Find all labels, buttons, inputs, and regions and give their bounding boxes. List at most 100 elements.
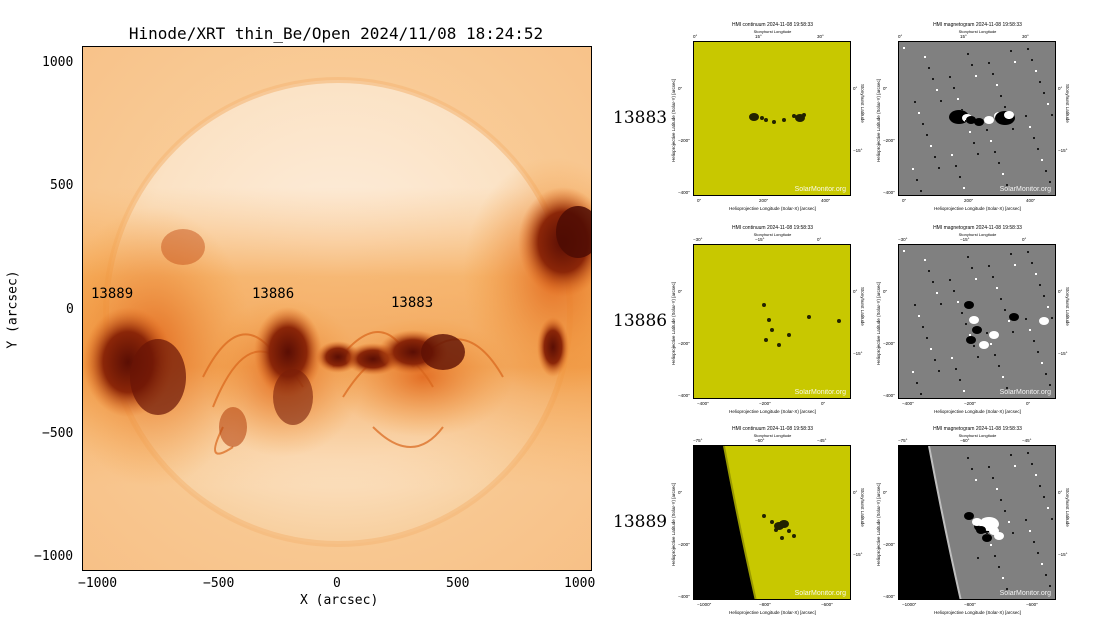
sunspot [787,529,791,533]
hmi-x-tick: −200″ [964,401,976,406]
field-speckle [938,370,940,372]
hmi-top-tick: −60° [960,438,970,443]
field-speckle [967,53,969,55]
hmi-x-tick: 400″ [1026,198,1036,203]
hmi-y-tick: −400″ [678,393,690,398]
hmi-panel-title: HMI continuum 2024-11-08 19:58:33 [731,22,814,28]
sunspot [762,303,766,307]
field-speckle [928,270,930,272]
hmi-panel-graphic [694,446,796,599]
hmi-top-tick: −15° [960,237,970,242]
field-speckle [1033,340,1035,342]
field-speckle [1037,552,1039,554]
hmi-x-tick: 0″ [1026,401,1031,406]
field-speckle [973,345,975,347]
xrt-region-label-13886: 13886 [252,286,295,302]
sunspot [964,301,974,309]
hmi-panel-graphic [903,250,1053,395]
hmi-panel-stonyhurst-label: Stonyhurst Longitude [753,29,792,34]
field-speckle [1004,106,1006,108]
sunspot [1004,111,1014,119]
field-speckle [994,151,996,153]
sunspot [779,520,789,528]
sunspot [782,118,786,122]
hmi-right-tick: −15° [1058,552,1068,557]
hmi-right-tick: −15° [1058,148,1068,153]
hmi-right-tick: −15° [853,148,863,153]
field-speckle [1002,376,1004,378]
field-speckle [1041,362,1043,364]
hmi-y-tick: −200″ [678,138,690,143]
hmi-panel-stonyhurst-label: Stonyhurst Longitude [753,232,792,237]
field-speckle [1002,173,1004,175]
hmi-x-tick: −400″ [902,401,914,406]
hmi-top-tick: −60° [755,438,765,443]
field-speckle [1051,114,1053,116]
field-speckle [1041,563,1043,565]
field-speckle [986,533,988,535]
hmi-magnetogram-panel: HMI magnetogram 2024-11-08 19:58:33 Stony… [876,426,1075,621]
hmi-magnetogram-image: SolarMonitor.org [898,244,1056,399]
field-speckle [932,281,934,283]
hmi-magnetogram-image: SolarMonitor.org [898,445,1056,600]
xrt-ytick: 1000 [42,55,74,70]
hmi-y-tick: −400″ [678,190,690,195]
field-speckle [916,179,918,181]
sunspot [770,328,774,332]
hmi-x-tick: 200″ [964,198,974,203]
field-speckle [922,123,924,125]
field-speckle [1000,95,1002,97]
field-speckle [986,332,988,334]
field-speckle [1043,496,1045,498]
sunspot [764,118,768,122]
xrt-xtick: 500 [446,576,470,591]
field-speckle [1043,295,1045,297]
sunspot [966,336,976,344]
field-speckle [1047,306,1049,308]
solar-limb [928,446,962,599]
field-speckle [975,278,977,280]
field-speckle [973,142,975,144]
hmi-y-tick: −200″ [883,341,895,346]
field-speckle [1039,485,1041,487]
hmi-x-tick: −1000″ [697,602,712,607]
hmi-continuum-panel: HMI continuum 2024-11-08 19:58:33 Stonyhu… [671,426,870,621]
field-speckle [975,479,977,481]
field-speckle [1010,454,1012,456]
field-speckle [965,323,967,325]
field-speckle [903,250,905,252]
hmi-y-tick: −400″ [678,594,690,599]
hmi-magnetogram-panel: HMI magnetogram 2024-11-08 19:58:33 Stony… [876,225,1075,420]
field-speckle [930,145,932,147]
xrt-ytick: 500 [50,178,74,193]
xrt-region-label-13889: 13889 [91,286,134,302]
sunspot [767,318,771,322]
hmi-xlabel: Helioprojective Longitude (Solar-X) [arc… [729,206,816,211]
hmi-panel-stonyhurst-label: Stonyhurst Longitude [958,232,997,237]
hmi-top-tick: −45° [817,438,827,443]
hmi-stonyhurst-lat-label: Stonyhurst Latitude [860,287,865,326]
hmi-ylabel: Helioprojective Latitude (Solar-Y) [arcs… [671,482,676,566]
sunspot [749,113,759,121]
hmi-top-tick: −75° [898,438,908,443]
field-speckle [912,168,914,170]
field-speckle [1039,284,1041,286]
field-speckle [1004,309,1006,311]
field-speckle [963,187,965,189]
hmi-continuum-image: SolarMonitor.org [693,41,851,196]
hmi-stonyhurst-lat-label: Stonyhurst Latitude [860,84,865,123]
sunspot [774,528,778,532]
field-speckle [965,120,967,122]
hmi-y-tick: −200″ [883,542,895,547]
hmi-panel-graphic [903,47,1053,192]
field-speckle [1008,320,1010,322]
field-speckle [998,566,1000,568]
field-speckle [1014,264,1016,266]
sunspot [764,338,768,342]
hmi-x-tick: −800″ [964,602,976,607]
hmi-continuum-image: SolarMonitor.org [693,445,851,600]
field-speckle [916,382,918,384]
hmi-xlabel: Helioprojective Longitude (Solar-X) [arc… [729,409,816,414]
hmi-right-tick: 0° [1058,289,1063,294]
hmi-magnetogram-image: SolarMonitor.org [898,41,1056,196]
